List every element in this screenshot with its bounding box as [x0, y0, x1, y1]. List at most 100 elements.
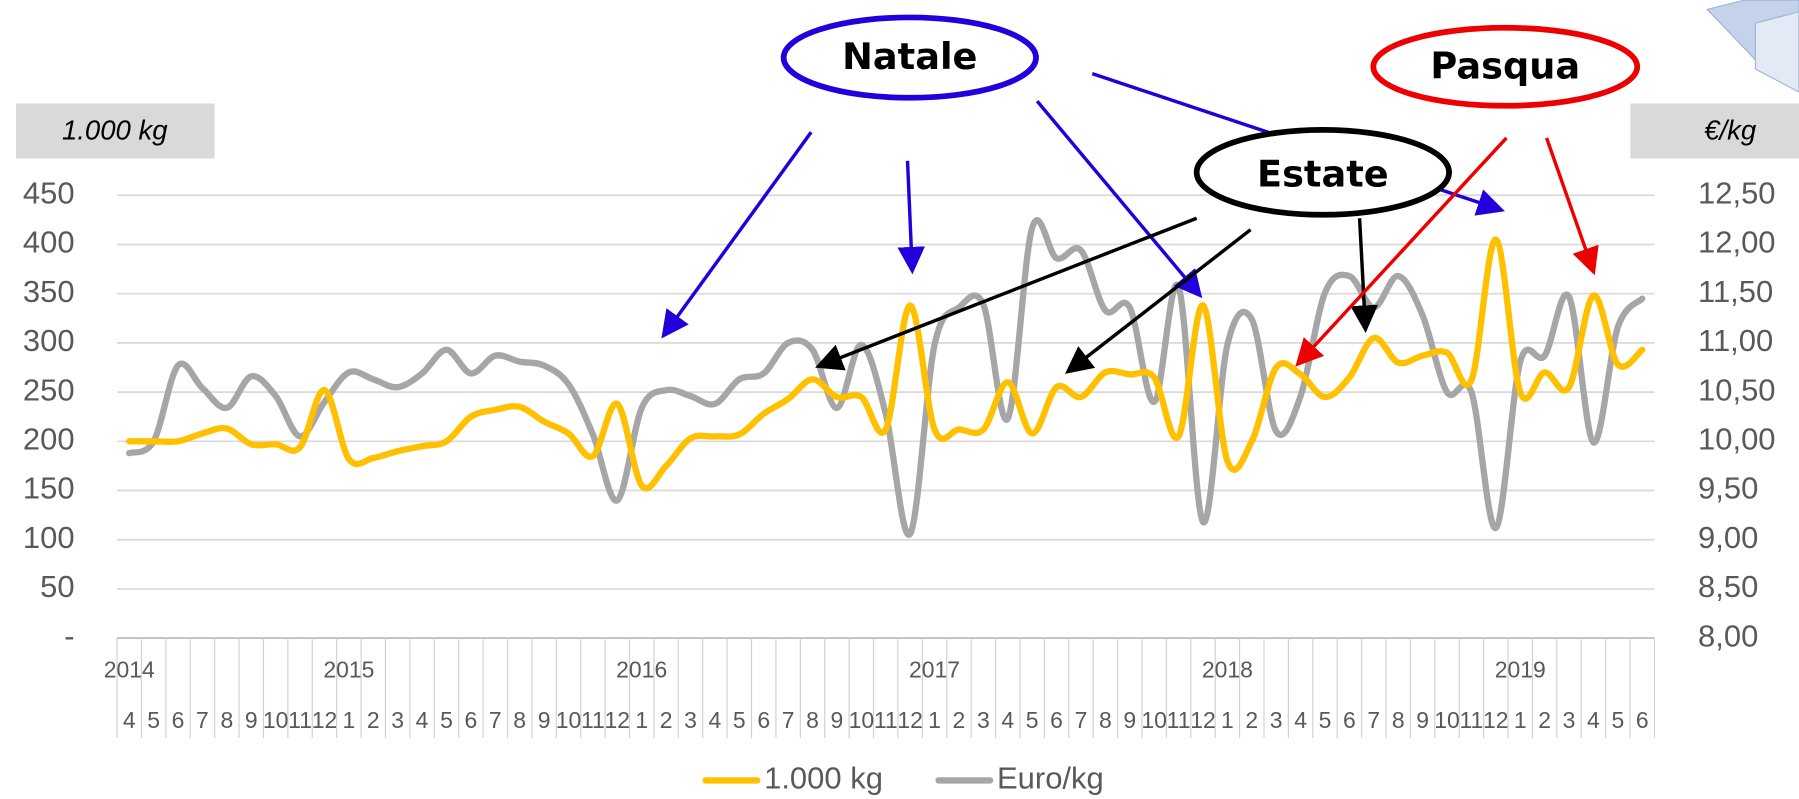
x-tick-label: 12: [312, 707, 338, 733]
year-label: 2015: [323, 656, 374, 682]
x-tick-label: 12: [1190, 707, 1216, 733]
annotation: Estate: [1257, 152, 1389, 195]
legend-label: Euro/kg: [997, 761, 1104, 796]
x-tick-label: 1: [342, 707, 355, 733]
y2-tick-label: 10,50: [1698, 372, 1775, 407]
y2-label-box: [1630, 103, 1799, 159]
x-tick-label: 6: [1050, 707, 1063, 733]
x-tick-label: 6: [172, 707, 185, 733]
y2-tick-label: 9,50: [1698, 471, 1758, 506]
x-tick-label: 10: [1434, 707, 1460, 733]
x-tick-label: 2: [953, 707, 966, 733]
x-tick-label: 9: [245, 707, 258, 733]
x-tick-label: 5: [733, 707, 746, 733]
x-tick-label: 2: [1538, 707, 1551, 733]
x-tick-label: 5: [1611, 707, 1624, 733]
y2-tick-label: 12,00: [1698, 225, 1775, 260]
plot: - 50 100 150 200 250 300 350 400 450 8,00 8,50 9,00 9…: [23, 175, 1776, 738]
y2-tick-label: 9,00: [1698, 520, 1758, 555]
x-tick-label: 3: [1563, 707, 1576, 733]
x-tick-label: 12: [1483, 707, 1509, 733]
arrow: [1350, 218, 1378, 333]
y2-tick-label: 8,50: [1698, 569, 1758, 604]
y2-tick-label: 12,50: [1698, 175, 1775, 210]
y2-axis-label: €/kg: [1704, 114, 1757, 145]
x-tick-label: 5: [440, 707, 453, 733]
series-line: [126, 217, 1646, 538]
x-tick-label: 4: [1001, 707, 1014, 733]
y-tick-label: -: [64, 618, 74, 653]
logo: [1706, 0, 1799, 93]
x-tick-label: 7: [1367, 707, 1380, 733]
x-tick-label: 2: [367, 707, 380, 733]
x-tick-label: 7: [489, 707, 502, 733]
x-tick-label: 3: [977, 707, 990, 733]
x-tick-label: 10: [556, 707, 582, 733]
arrow: [815, 216, 1198, 371]
x-tick-label: 12: [897, 707, 923, 733]
x-tick-label: 6: [464, 707, 477, 733]
x-tick-label: 5: [147, 707, 160, 733]
x-tick-label: 7: [196, 707, 209, 733]
y-tick-label: 100: [23, 520, 75, 555]
arrow: [1544, 137, 1599, 276]
arrow: [1295, 136, 1508, 367]
x-tick-label: 11: [288, 707, 312, 733]
y-tick-label: 200: [23, 422, 75, 457]
x-tick-label: 4: [123, 707, 136, 733]
x-tick-label: 1: [928, 707, 941, 733]
x-tick-label: 6: [1636, 707, 1649, 733]
y2-tick-label: 11,00: [1698, 323, 1773, 358]
y2-tick-label: 8,00: [1698, 618, 1758, 653]
x-tick-label: 6: [1343, 707, 1356, 733]
x-tick-label: 3: [1270, 707, 1283, 733]
year-label: 2018: [1202, 656, 1253, 682]
x-tick-label: 11: [581, 707, 605, 733]
callout: [1193, 127, 1452, 218]
x-tick-label: 7: [782, 707, 795, 733]
annotation: Pasqua: [1430, 44, 1580, 87]
x-tick-label: 9: [1416, 707, 1429, 733]
annotations: [661, 14, 1641, 374]
y2-tick-label: 11,50: [1698, 274, 1773, 309]
x-tick-label: 2: [1245, 707, 1258, 733]
x-tick-label: 3: [391, 707, 404, 733]
year-label: 2016: [616, 656, 667, 682]
x-tick-label: 8: [513, 707, 526, 733]
arrow: [661, 131, 813, 339]
x-tick-label: 10: [1141, 707, 1167, 733]
y2-tick-label: 10,00: [1698, 422, 1775, 457]
x-tick-label: 10: [263, 707, 289, 733]
x-tick-label: 10: [849, 707, 875, 733]
x-tick-label: 5: [1026, 707, 1039, 733]
x-tick-label: 1: [635, 707, 648, 733]
x-tick-label: 3: [684, 707, 697, 733]
y-tick-label: 150: [23, 471, 75, 506]
year-label: 2014: [104, 656, 155, 682]
x-tick-label: 1: [1221, 707, 1234, 733]
y-tick-label: 400: [23, 225, 75, 260]
x-tick-label: 11: [874, 707, 898, 733]
x-tick-label: 9: [1123, 707, 1136, 733]
y-tick-label: 50: [40, 569, 74, 604]
y-tick-label: 350: [23, 274, 75, 309]
x-tick-label: 1: [1514, 707, 1527, 733]
y-tick-label: 250: [23, 372, 75, 407]
x-tick-label: 8: [1099, 707, 1112, 733]
x-tick-label: 4: [416, 707, 429, 733]
series-line: [126, 236, 1646, 492]
y-tick-label: 450: [23, 175, 75, 210]
x-tick-label: 7: [1075, 707, 1088, 733]
x-tick-label: 4: [1294, 707, 1307, 733]
arrow: [1065, 228, 1252, 374]
y-label-box: [16, 103, 215, 159]
year-label: 2017: [909, 656, 960, 682]
legend-label: 1.000 kg: [764, 761, 883, 796]
callout: [1370, 24, 1641, 109]
x-tick-label: 2: [660, 707, 673, 733]
x-tick-label: 9: [831, 707, 844, 733]
x-tick-label: 11: [1460, 707, 1484, 733]
x-tick-label: 11: [1167, 707, 1191, 733]
callout: [780, 14, 1039, 101]
